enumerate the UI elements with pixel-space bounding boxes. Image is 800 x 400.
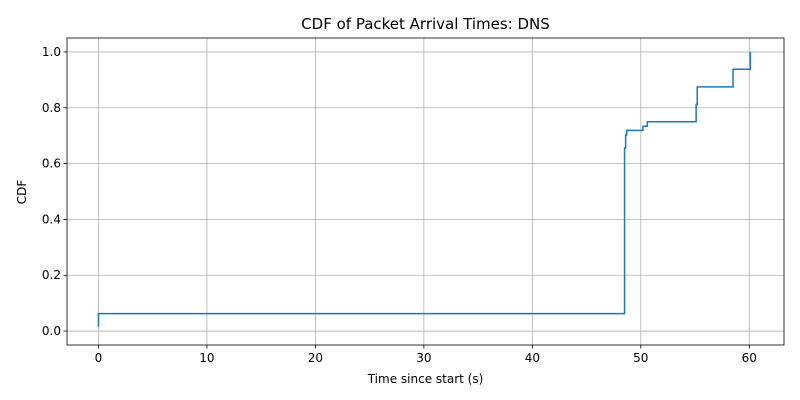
y-tick-label: 0.4 [42, 212, 61, 226]
cdf-step-line [97, 51, 752, 327]
series-group [97, 51, 752, 327]
x-tick-label: 50 [633, 351, 648, 365]
x-tick-label: 30 [416, 351, 431, 365]
y-tick-label: 0.2 [42, 268, 61, 282]
x-tick-label: 20 [308, 351, 323, 365]
x-axis-label: Time since start (s) [367, 372, 484, 386]
y-tick-label: 0.0 [42, 324, 61, 338]
grid [67, 38, 784, 345]
x-tick-label: 60 [742, 351, 757, 365]
y-tick-label: 0.6 [42, 157, 61, 171]
plot-frame [66, 37, 785, 346]
y-tick-label: 0.8 [42, 101, 61, 115]
x-tick-label: 10 [199, 351, 214, 365]
x-tick-label: 40 [525, 351, 540, 365]
y-tick-label: 1.0 [42, 45, 61, 59]
y-axis-label: CDF [15, 180, 29, 205]
chart-title: CDF of Packet Arrival Times: DNS [301, 15, 550, 33]
y-axis: 0.0 0.2 0.4 0.6 0.8 1.0 [42, 45, 67, 338]
x-tick-label: 0 [95, 351, 103, 365]
x-axis: 0 10 20 30 40 50 60 [95, 345, 757, 365]
